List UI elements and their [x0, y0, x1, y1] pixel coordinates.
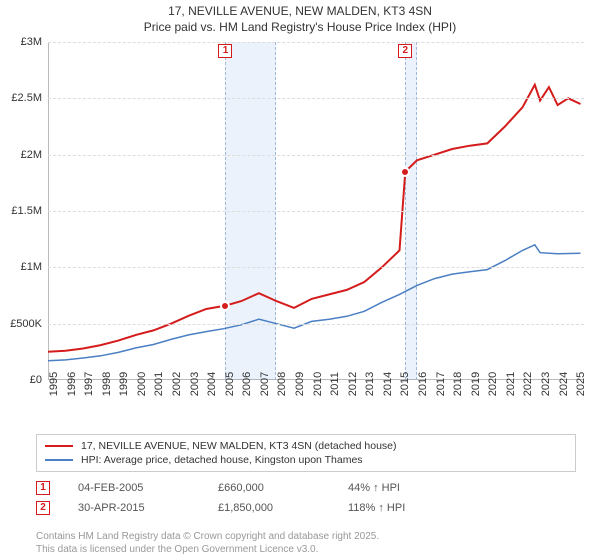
series-hpi	[48, 245, 581, 361]
footer: Contains HM Land Registry data © Crown c…	[36, 530, 379, 556]
gridline	[48, 267, 584, 268]
x-tick-label: 2012	[347, 372, 359, 396]
x-tick-label: 1997	[83, 372, 95, 396]
sales-row-date: 04-FEB-2005	[78, 482, 218, 494]
x-tick-label: 1995	[48, 372, 60, 396]
x-tick-label: 2011	[329, 372, 341, 396]
x-tick-label: 2018	[452, 372, 464, 396]
sales-row-pct: 44% ↑ HPI	[348, 482, 468, 494]
x-tick-label: 2013	[364, 372, 376, 396]
x-tick-label: 1999	[118, 372, 130, 396]
sales-row-price: £660,000	[218, 482, 348, 494]
x-axis: 1995199619971998199920002001200220032004…	[48, 380, 584, 430]
legend-swatch-hpi	[45, 459, 73, 461]
y-tick-label: £0	[30, 374, 42, 386]
legend-swatch-property	[45, 445, 73, 447]
legend: 17, NEVILLE AVENUE, NEW MALDEN, KT3 4SN …	[36, 434, 576, 472]
sales-row-pct: 118% ↑ HPI	[348, 502, 468, 514]
legend-item-property: 17, NEVILLE AVENUE, NEW MALDEN, KT3 4SN …	[45, 439, 567, 453]
x-tick-label: 2015	[399, 372, 411, 396]
x-tick-label: 2017	[435, 372, 447, 396]
gridline	[48, 324, 584, 325]
x-tick-label: 2023	[540, 372, 552, 396]
footer-line2: This data is licensed under the Open Gov…	[36, 543, 379, 556]
y-tick-label: £500K	[10, 318, 42, 330]
x-tick-label: 2010	[312, 372, 324, 396]
chart-container: 17, NEVILLE AVENUE, NEW MALDEN, KT3 4SN …	[0, 0, 600, 560]
x-tick-label: 2009	[294, 372, 306, 396]
y-tick-label: £2M	[21, 149, 42, 161]
sale-marker-dot	[400, 167, 410, 177]
x-tick-label: 2002	[171, 372, 183, 396]
x-tick-label: 2001	[153, 372, 165, 396]
sales-row-price: £1,850,000	[218, 502, 348, 514]
sale-marker-box: 1	[218, 44, 232, 58]
x-tick-label: 2003	[189, 372, 201, 396]
series-property	[48, 85, 581, 352]
sale-marker-box: 2	[398, 44, 412, 58]
legend-label-hpi: HPI: Average price, detached house, King…	[81, 454, 363, 466]
x-tick-label: 2004	[206, 372, 218, 396]
x-tick-label: 2005	[224, 372, 236, 396]
x-tick-label: 2019	[470, 372, 482, 396]
sales-row-marker: 1	[36, 481, 50, 495]
gridline	[48, 155, 584, 156]
sales-row: 1 04-FEB-2005£660,00044% ↑ HPI	[36, 478, 576, 498]
legend-label-property: 17, NEVILLE AVENUE, NEW MALDEN, KT3 4SN …	[81, 440, 397, 452]
y-axis: £0£500K£1M£1.5M£2M£2.5M£3M	[0, 42, 48, 380]
y-tick-label: £3M	[21, 36, 42, 48]
gridline	[48, 42, 584, 43]
x-tick-label: 2014	[382, 372, 394, 396]
title-address: 17, NEVILLE AVENUE, NEW MALDEN, KT3 4SN	[0, 4, 600, 20]
legend-item-hpi: HPI: Average price, detached house, King…	[45, 453, 567, 467]
x-tick-label: 2016	[417, 372, 429, 396]
x-tick-label: 1998	[101, 372, 113, 396]
y-tick-label: £1.5M	[11, 205, 42, 217]
y-tick-label: £1M	[21, 261, 42, 273]
x-tick-label: 2007	[259, 372, 271, 396]
x-tick-label: 2006	[241, 372, 253, 396]
title-block: 17, NEVILLE AVENUE, NEW MALDEN, KT3 4SN …	[0, 0, 600, 37]
x-tick-label: 2021	[505, 372, 517, 396]
sales-row: 2 30-APR-2015£1,850,000118% ↑ HPI	[36, 498, 576, 518]
y-tick-label: £2.5M	[11, 92, 42, 104]
x-tick-label: 2025	[575, 372, 587, 396]
sales-row-date: 30-APR-2015	[78, 502, 218, 514]
sale-marker-dot	[220, 301, 230, 311]
gridline	[48, 211, 584, 212]
x-tick-label: 2000	[136, 372, 148, 396]
gridline	[48, 98, 584, 99]
title-subtitle: Price paid vs. HM Land Registry's House …	[0, 20, 600, 36]
x-tick-label: 2022	[522, 372, 534, 396]
footer-line1: Contains HM Land Registry data © Crown c…	[36, 530, 379, 543]
plot-area: 12	[48, 42, 584, 380]
sales-row-marker: 2	[36, 501, 50, 515]
x-tick-label: 2008	[276, 372, 288, 396]
x-tick-label: 2020	[487, 372, 499, 396]
x-tick-label: 2024	[558, 372, 570, 396]
sales-table: 1 04-FEB-2005£660,00044% ↑ HPI 2 30-APR-201…	[36, 478, 576, 518]
x-tick-label: 1996	[66, 372, 78, 396]
